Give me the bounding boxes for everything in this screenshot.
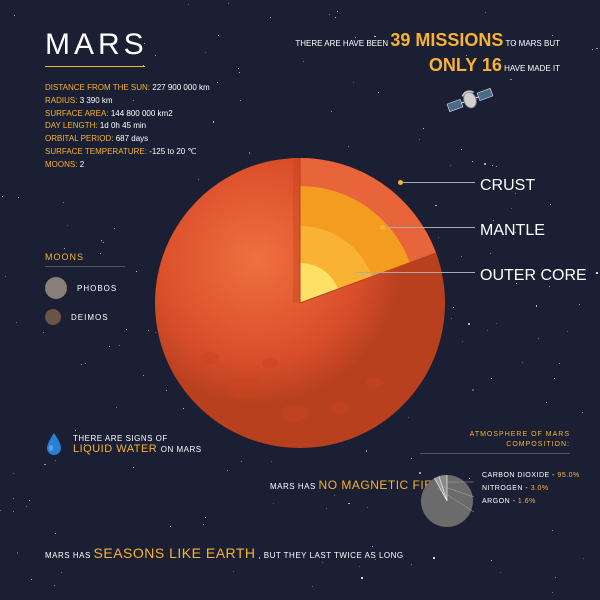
mars-cutaway [155,158,445,448]
water-drop-icon [45,432,63,456]
atm-title-2: COMPOSITION: [506,441,570,448]
moons-section: MOONS PHOBOS DEIMOS [45,252,125,325]
missions-suffix: HAVE MADE IT [504,64,560,73]
missions-only: ONLY 16 [429,55,502,75]
water-highlight: LIQUID WATER ON MARS [73,443,202,455]
missions-count: 39 MISSIONS [390,30,503,50]
missions-prefix: THERE ARE HAVE BEEN [295,39,388,48]
water-fact: THERE ARE SIGNS OF LIQUID WATER ON MARS [45,432,202,456]
moon-icon [45,309,61,325]
missions-stat: THERE ARE HAVE BEEN 39 MISSIONS TO MARS … [295,30,560,76]
fact-row: SURFACE AREA: 144 800 000 km2 [45,108,210,121]
atm-item: ARGON - 1.6% [482,498,580,505]
moon-name: DEIMOS [71,313,109,322]
moons-title: MOONS [45,252,125,267]
fact-row: DAY LENGTH: 1d 0h 45 min [45,120,210,133]
fact-row: DISTANCE FROM THE SUN: 227 900 000 km [45,82,210,95]
page-title: MARS [45,28,148,62]
seasons-suffix: , BUT THEY LAST TWICE AS LONG [258,551,403,560]
seasons-highlight: SEASONS LIKE EARTH [94,545,256,561]
core-label: OUTER CORE [480,267,587,285]
atm-item: CARBON DIOXIDE - 95.0% [482,472,580,479]
moon-item: DEIMOS [45,309,125,325]
moon-icon [45,277,67,299]
moon-name: PHOBOS [77,284,117,293]
core-line [355,272,475,273]
fact-row: ORBITAL PERIOD: 687 days [45,133,210,146]
mantle-line [385,227,475,228]
fact-row: SURFACE TEMPERATURE: -125 to 20 ℃ [45,146,210,159]
fact-row: RADIUS: 3 390 km [45,95,210,108]
seasons-prefix: MARS HAS [45,551,91,560]
moons-list: PHOBOS DEIMOS [45,277,125,325]
crust-line [403,182,475,183]
atmosphere-pie [420,474,474,528]
crust-label: CRUST [480,177,535,195]
moon-item: PHOBOS [45,277,125,299]
water-prefix: THERE ARE SIGNS OF [73,434,168,443]
satellite-icon [445,80,495,120]
missions-mid: TO MARS BUT [505,39,560,48]
seasons-fact: MARS HAS SEASONS LIKE EARTH , BUT THEY L… [45,545,404,561]
mag-prefix: MARS HAS [270,482,316,491]
atmosphere-section: ATMOSPHERE OF MARS COMPOSITION: CARBON D… [420,430,570,544]
atm-item: NITROGEN - 3.0% [482,485,580,492]
atmosphere-legend: CARBON DIOXIDE - 95.0% NITROGEN - 3.0% ARG… [482,472,580,511]
title-underline [45,66,145,67]
mantle-label: MANTLE [480,222,545,240]
atm-title-1: ATMOSPHERE OF MARS [470,431,570,438]
